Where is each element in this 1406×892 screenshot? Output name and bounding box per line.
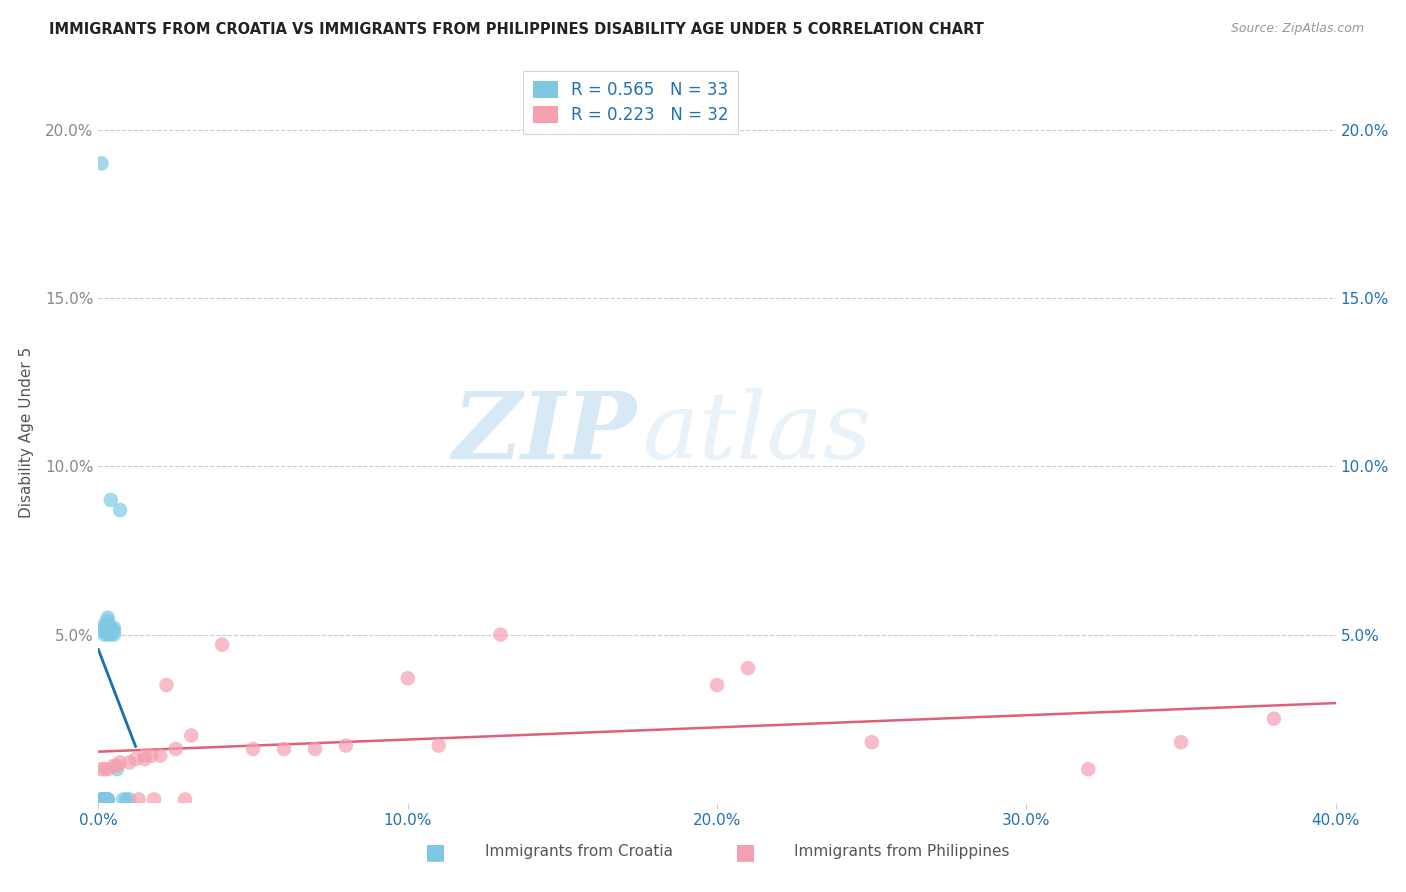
Point (97, 792, 120, 806)
Point (242, 742, 264, 756)
Point (143, 792, 166, 806)
Point (93, 792, 115, 806)
Point (93, 621, 115, 635)
Point (1170, 735, 1192, 749)
Point (97, 614, 120, 628)
Point (860, 735, 883, 749)
Point (97, 792, 120, 806)
Point (100, 624, 122, 639)
Point (100, 627, 122, 641)
Point (396, 671, 419, 685)
Point (304, 742, 326, 756)
Point (103, 627, 125, 641)
Point (335, 739, 357, 753)
Point (134, 748, 156, 763)
Y-axis label: Disability Age Under 5: Disability Age Under 5 (20, 347, 34, 518)
Point (90, 792, 112, 806)
Legend: R = 0.565   N = 33, R = 0.223   N = 32: R = 0.565 N = 33, R = 0.223 N = 32 (523, 70, 738, 134)
Point (90, 792, 112, 806)
Point (128, 792, 150, 806)
Point (97, 621, 120, 635)
Text: Immigrants from Philippines: Immigrants from Philippines (794, 845, 1010, 859)
Point (93, 627, 115, 641)
Point (134, 752, 156, 766)
Point (165, 742, 187, 756)
Point (273, 742, 295, 756)
Point (97, 617, 120, 632)
Point (118, 792, 141, 806)
Point (97, 610, 120, 624)
Point (97, 792, 120, 806)
Text: Source: ZipAtlas.com: Source: ZipAtlas.com (1230, 22, 1364, 36)
Point (105, 762, 128, 776)
Point (180, 729, 202, 743)
Text: ■: ■ (735, 842, 755, 862)
Point (155, 678, 177, 692)
Point (706, 678, 728, 692)
Point (97, 627, 120, 641)
Point (90, 156, 112, 170)
Point (93, 624, 115, 639)
Point (103, 758, 125, 772)
Point (149, 748, 172, 763)
Point (108, 756, 131, 770)
Point (737, 661, 759, 675)
Point (93, 762, 115, 776)
Point (100, 492, 122, 507)
Point (139, 748, 162, 763)
Point (97, 762, 120, 776)
Text: atlas: atlas (643, 388, 872, 477)
Point (1077, 762, 1099, 776)
Point (427, 739, 450, 753)
Point (90, 762, 112, 776)
Point (97, 624, 120, 639)
Text: Immigrants from Croatia: Immigrants from Croatia (485, 845, 673, 859)
Point (90, 792, 112, 806)
Point (93, 792, 115, 806)
Point (124, 752, 146, 766)
Text: ZIP: ZIP (453, 388, 637, 477)
Text: ■: ■ (426, 842, 446, 862)
Text: IMMIGRANTS FROM CROATIA VS IMMIGRANTS FROM PHILIPPINES DISABILITY AGE UNDER 5 CO: IMMIGRANTS FROM CROATIA VS IMMIGRANTS FR… (49, 22, 984, 37)
Point (100, 621, 122, 635)
Point (1263, 712, 1285, 726)
Point (105, 758, 128, 772)
Point (97, 792, 120, 806)
Point (489, 627, 512, 641)
Point (93, 617, 115, 632)
Point (103, 621, 125, 635)
Point (93, 792, 115, 806)
Point (118, 756, 141, 770)
Point (112, 792, 135, 806)
Point (103, 624, 125, 639)
Point (174, 792, 197, 806)
Point (115, 792, 138, 806)
Point (108, 503, 131, 517)
Point (211, 638, 233, 652)
